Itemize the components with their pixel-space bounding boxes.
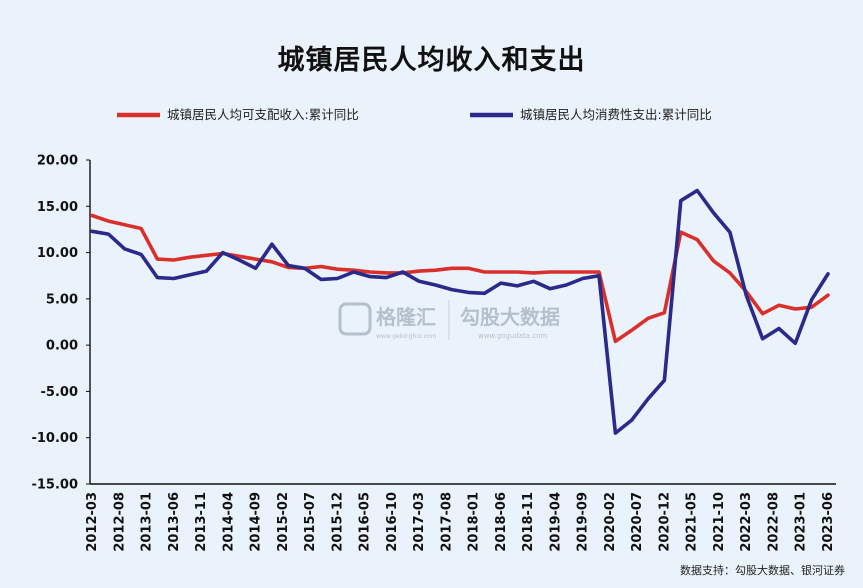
x-tick-label: 2014-09 — [249, 492, 264, 552]
x-tick-label: 2018-06 — [494, 492, 509, 552]
legend: 城镇居民人均可支配收入:累计同比 城镇居民人均消费性支出:累计同比 — [117, 107, 712, 122]
legend-label-income: 城镇居民人均可支配收入:累计同比 — [167, 107, 359, 122]
x-tick-label: 2015-07 — [303, 492, 318, 552]
watermark-logo-icon — [338, 302, 372, 336]
x-tick-label: 2017-03 — [412, 492, 427, 552]
x-tick-label: 2021-10 — [712, 492, 727, 552]
watermark-brand-url: www.gelonghui.com — [376, 333, 437, 340]
x-tick-label: 2015-02 — [276, 492, 291, 552]
x-tick-label: 2023-01 — [794, 492, 809, 552]
x-tick-label: 2020-02 — [603, 492, 618, 552]
x-tick-label: 2012-03 — [85, 492, 100, 552]
x-tick-label: 2013-01 — [140, 492, 155, 552]
x-tick-label: 2012-08 — [112, 492, 127, 552]
y-tick-label: 15.00 — [37, 200, 78, 215]
series-lines — [90, 188, 830, 435]
y-tick-label: 20.00 — [37, 154, 78, 169]
watermark-data-brand: 勾股大数据 — [460, 305, 560, 329]
y-tick-label: -10.00 — [31, 431, 78, 446]
source-note: 数据支持：勾股大数据、银河证券 — [680, 564, 845, 577]
watermark-brand: 格隆汇 — [376, 305, 436, 329]
x-tick-label: 2013-06 — [167, 492, 182, 552]
y-tick-label: 0.00 — [46, 339, 78, 354]
y-tick-label: -15.00 — [31, 478, 78, 493]
watermark-data-url: www.gogudata.com — [478, 332, 547, 340]
x-tick-label: 2017-08 — [439, 492, 454, 552]
x-tick-label: 2019-04 — [548, 492, 563, 552]
legend-label-consumption: 城镇居民人均消费性支出:累计同比 — [520, 107, 712, 122]
x-tick-label: 2013-11 — [194, 492, 209, 552]
x-tick-label: 2016-10 — [385, 492, 400, 552]
y-axis-ticks: 20.00 15.00 10.00 5.00 0.00 -5.00 -10.00 -15.00 — [31, 154, 90, 493]
y-tick-label: 5.00 — [46, 292, 78, 307]
x-tick-label: 2022-08 — [766, 492, 781, 552]
x-axis-ticks: 2012-03 2012-08 2013-01 2013-06 2013-11 2014-… — [85, 492, 836, 552]
x-tick-label: 2018-01 — [467, 492, 482, 552]
series-line-consumption — [90, 188, 830, 435]
x-tick-label: 2020-07 — [630, 492, 645, 552]
chart-title: 城镇居民人均收入和支出 — [277, 45, 586, 76]
x-tick-label: 2021-05 — [685, 492, 700, 552]
y-tick-label: -5.00 — [41, 385, 78, 400]
x-tick-label: 2022-03 — [739, 492, 754, 552]
x-tick-label: 2014-04 — [221, 492, 236, 552]
x-tick-label: 2023-06 — [821, 492, 836, 552]
series-line-income — [90, 213, 830, 344]
x-tick-label: 2015-12 — [330, 492, 345, 552]
x-tick-label: 2019-09 — [576, 492, 591, 552]
y-tick-label: 10.00 — [37, 246, 78, 261]
x-tick-label: 2016-05 — [358, 492, 373, 552]
x-tick-label: 2018-11 — [521, 492, 536, 552]
watermark: 格隆汇 www.gelonghui.com 勾股大数据 www.gogudata… — [338, 300, 560, 340]
x-tick-label: 2020-12 — [657, 492, 672, 552]
